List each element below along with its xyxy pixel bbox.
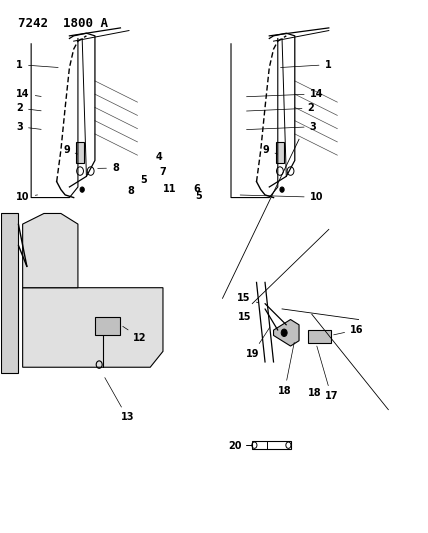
Text: 8: 8 bbox=[98, 163, 119, 173]
FancyBboxPatch shape bbox=[95, 317, 120, 335]
Text: 1: 1 bbox=[281, 60, 331, 70]
Text: 5: 5 bbox=[140, 175, 147, 185]
Text: 16: 16 bbox=[334, 325, 363, 335]
Text: 15: 15 bbox=[238, 311, 251, 321]
Circle shape bbox=[80, 187, 84, 192]
Text: 17: 17 bbox=[317, 346, 338, 401]
Text: 5: 5 bbox=[196, 191, 202, 200]
Text: 19: 19 bbox=[246, 327, 270, 359]
Text: 11: 11 bbox=[163, 184, 176, 194]
Text: 18: 18 bbox=[278, 342, 294, 396]
Circle shape bbox=[281, 329, 287, 336]
Text: 14: 14 bbox=[247, 89, 323, 99]
Polygon shape bbox=[1, 214, 18, 373]
Text: 7: 7 bbox=[160, 167, 166, 177]
Text: 13: 13 bbox=[105, 377, 134, 422]
Text: 1: 1 bbox=[16, 60, 58, 70]
Text: 3: 3 bbox=[247, 122, 316, 132]
Text: 18: 18 bbox=[308, 389, 321, 398]
FancyBboxPatch shape bbox=[276, 142, 284, 163]
Text: 6: 6 bbox=[193, 184, 200, 194]
Text: 10: 10 bbox=[16, 192, 38, 202]
Text: 2: 2 bbox=[247, 103, 314, 113]
Text: 3: 3 bbox=[16, 122, 41, 132]
Text: 9: 9 bbox=[63, 144, 77, 155]
Text: 14: 14 bbox=[16, 89, 41, 99]
FancyBboxPatch shape bbox=[252, 441, 291, 449]
FancyBboxPatch shape bbox=[308, 330, 331, 343]
Text: 10: 10 bbox=[240, 192, 323, 202]
Polygon shape bbox=[23, 214, 78, 288]
Circle shape bbox=[280, 187, 284, 192]
Text: 8: 8 bbox=[128, 186, 134, 196]
Text: 15: 15 bbox=[238, 293, 258, 303]
Text: 4: 4 bbox=[155, 152, 162, 163]
Text: 2: 2 bbox=[16, 103, 41, 113]
Text: 9: 9 bbox=[263, 144, 277, 155]
Text: 12: 12 bbox=[123, 326, 147, 343]
Text: 20: 20 bbox=[228, 441, 242, 451]
Polygon shape bbox=[273, 319, 299, 346]
FancyBboxPatch shape bbox=[76, 142, 84, 163]
Text: 7242  1800 A: 7242 1800 A bbox=[18, 17, 108, 30]
Polygon shape bbox=[23, 288, 163, 367]
